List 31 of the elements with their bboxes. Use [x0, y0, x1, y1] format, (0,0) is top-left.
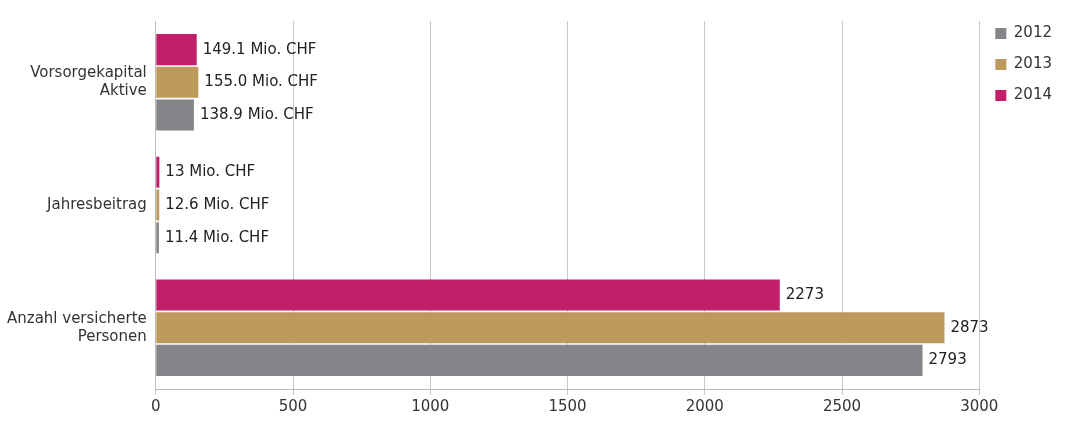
legend-label: 2012: [1013, 23, 1053, 42]
legend-label: 2013: [1013, 54, 1053, 73]
bar: [156, 279, 780, 311]
y-tick-label: Jahresbeitrag: [46, 194, 147, 213]
bar: [156, 222, 159, 254]
legend-label: 2014: [1013, 85, 1053, 104]
x-tick-label: 2000: [685, 396, 724, 415]
data-label: 2793: [928, 350, 967, 369]
bar: [156, 34, 197, 66]
data-label: 11.4 Mio. CHF: [164, 227, 270, 246]
y-tick-label: Vorsorgekapital Aktive: [30, 63, 147, 100]
x-tick-label: 1500: [548, 396, 587, 415]
bar: [156, 99, 194, 131]
x-tick-label: 3000: [960, 396, 999, 415]
x-tick-label: 1000: [411, 396, 450, 415]
x-tick-label: 2500: [822, 396, 862, 415]
data-label: 155.0 Mio. CHF: [204, 72, 318, 91]
data-label: 12.6 Mio. CHF: [165, 194, 270, 213]
data-label: 13 Mio. CHF: [165, 162, 256, 181]
bar: [156, 156, 160, 188]
x-tick-label: 0: [151, 396, 161, 415]
bar: [156, 344, 923, 376]
bar: [156, 189, 160, 221]
data-label: 2273: [785, 284, 824, 303]
data-label: 138.9 Mio. CHF: [199, 104, 314, 123]
bar: [156, 66, 199, 98]
x-tick-label: 500: [278, 396, 308, 415]
data-label: 149.1 Mio. CHF: [202, 39, 317, 58]
y-tick-label: Anzahl versicherte Personen: [6, 308, 147, 345]
bar: [156, 312, 945, 344]
data-label: 2873: [950, 317, 989, 336]
